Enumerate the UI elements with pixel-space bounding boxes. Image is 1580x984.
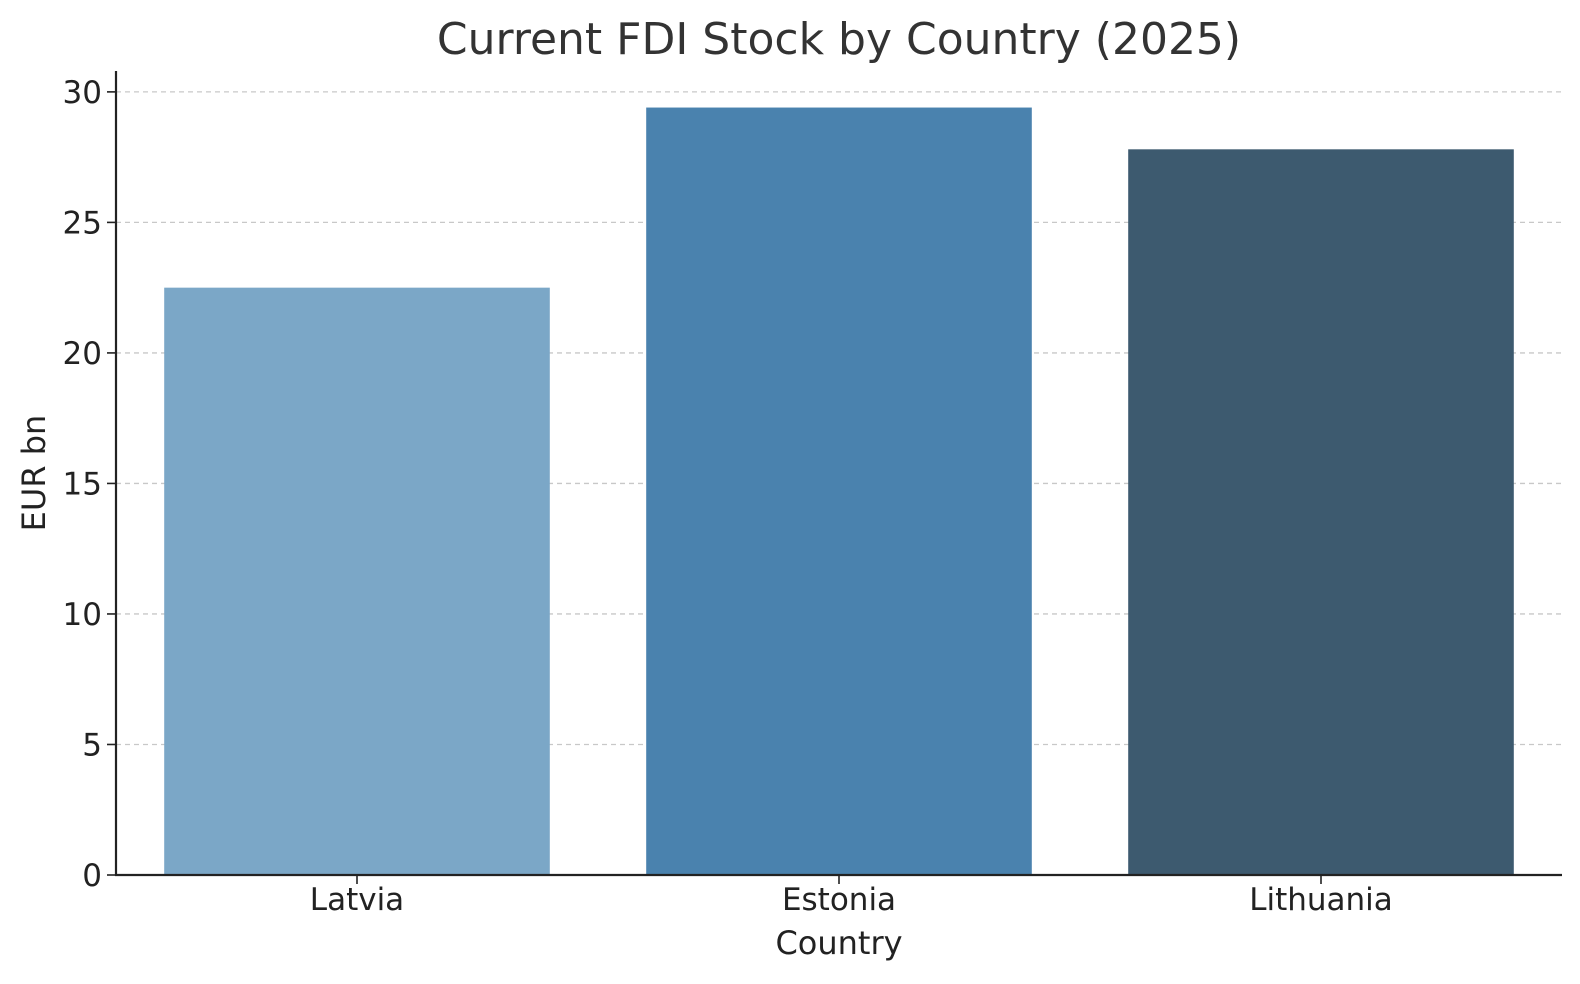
y-ticks: 0 5 10 15 20 25 30 <box>63 75 116 894</box>
x-tick-label-lithuania: Lithuania <box>1249 882 1393 918</box>
chart-title: Current FDI Stock by Country (2025) <box>437 14 1241 65</box>
bar-estonia <box>646 107 1032 875</box>
y-tick-label: 5 <box>82 727 102 763</box>
y-tick-label: 25 <box>63 205 102 241</box>
y-tick-label: 20 <box>63 336 102 372</box>
x-ticks: Latvia Estonia Lithuania <box>310 875 1393 918</box>
x-axis-label: Country <box>775 924 902 962</box>
y-tick-label: 15 <box>63 466 102 502</box>
bars <box>164 107 1514 875</box>
y-tick-label: 30 <box>63 75 102 111</box>
y-axis-label: EUR bn <box>15 415 53 532</box>
x-tick-label-estonia: Estonia <box>782 882 896 918</box>
y-tick-label: 10 <box>63 597 102 633</box>
bar-lithuania <box>1128 149 1514 875</box>
x-tick-label-latvia: Latvia <box>310 882 404 918</box>
y-tick-label: 0 <box>82 858 102 894</box>
bar-latvia <box>164 287 550 875</box>
